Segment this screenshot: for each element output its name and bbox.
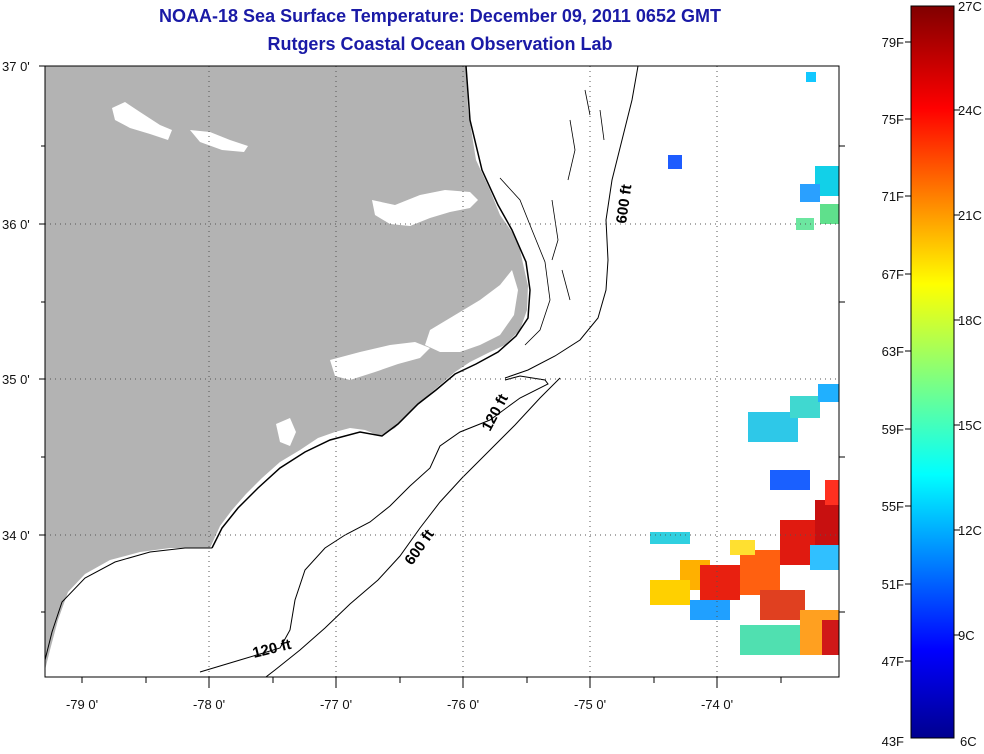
river-mouth-south [276, 418, 296, 446]
lon-label-79: -79 0' [66, 697, 98, 712]
colorbar-f-label: 51F [882, 577, 904, 592]
map-subtitle: Rutgers Coastal Ocean Observation Lab [267, 34, 613, 54]
lat-label-37: 37 0' [2, 59, 30, 74]
river-estuary-north [112, 102, 172, 140]
colorbar-c-label: 12C [958, 523, 982, 538]
map-title: NOAA-18 Sea Surface Temperature: Decembe… [159, 6, 721, 26]
lat-label-36: 36 0' [2, 217, 30, 232]
lat-label-34: 34 0' [2, 528, 30, 543]
lon-label-77: -77 0' [320, 697, 352, 712]
colorbar-f-label: 63F [882, 344, 904, 359]
colorbar-f-label: 79F [882, 35, 904, 50]
colorbar-c-label: 9C [958, 628, 975, 643]
colorbar-c-label: 6C [960, 734, 977, 749]
contour-120ft-inner [199, 375, 549, 673]
lat-label-35: 35 0' [2, 372, 30, 387]
colorbar-ticks [905, 41, 960, 662]
colorbar-c-label: 24C [958, 103, 982, 118]
coastline-southwest [45, 547, 212, 661]
sst-data-pixels [650, 72, 839, 655]
colorbar-c-label: 21C [958, 208, 982, 223]
colorbar-f-label: 67F [882, 267, 904, 282]
map-grid [45, 66, 839, 677]
colorbar-c-label: 27C [958, 0, 982, 14]
lon-label-74: -74 0' [701, 697, 733, 712]
contour-label-600ft-north: 600 ft [613, 183, 635, 224]
contour-600ft-north [504, 66, 639, 379]
colorbar [910, 5, 955, 739]
contour-600ft-south [265, 377, 561, 677]
inner-shoreline [499, 177, 551, 346]
colorbar-f-label: 75F [882, 112, 904, 127]
colorbar-f-label: 71F [882, 189, 904, 204]
albemarle-sound [372, 190, 478, 226]
river-estuary-north-2 [190, 130, 248, 152]
lon-label-75: -75 0' [574, 697, 606, 712]
colorbar-f-label: 43F [882, 734, 904, 749]
shoal-marks [551, 89, 605, 301]
lon-label-78: -78 0' [193, 697, 225, 712]
pamlico-sound [425, 270, 518, 352]
lon-label-76: -76 0' [447, 697, 479, 712]
colorbar-c-label: 18C [958, 313, 982, 328]
neuse-river [330, 342, 430, 380]
colorbar-f-label: 55F [882, 499, 904, 514]
colorbar-f-label: 59F [882, 422, 904, 437]
colorbar-f-label: 47F [882, 654, 904, 669]
coastline-outer-banks [211, 66, 531, 549]
map-frame [44, 65, 840, 678]
map-ticks [39, 65, 845, 688]
colorbar-c-label: 15C [958, 418, 982, 433]
